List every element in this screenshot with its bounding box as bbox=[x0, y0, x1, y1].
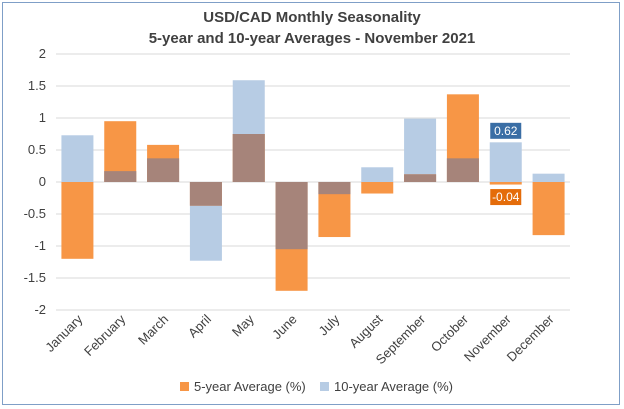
bar-overlap-april bbox=[189, 182, 222, 206]
bar-5yr-august bbox=[361, 182, 394, 194]
bar-overlap-may bbox=[232, 134, 265, 182]
x-tick-label: December bbox=[504, 311, 557, 364]
x-tick-label: July bbox=[316, 311, 343, 338]
x-tick-label: April bbox=[185, 311, 214, 340]
y-tick-label: 1 bbox=[39, 110, 46, 125]
bar-5yr-december bbox=[532, 182, 565, 236]
bar-10yr-august bbox=[361, 167, 394, 182]
data-label: -0.04 bbox=[492, 190, 520, 204]
bar-overlap-october bbox=[446, 158, 479, 182]
y-tick-label: 1.5 bbox=[28, 78, 46, 93]
legend-10yr-label: 10-year Average (%) bbox=[334, 379, 453, 394]
y-tick-label: -1.5 bbox=[24, 270, 46, 285]
chart-subtitle: 5-year and 10-year Averages - November 2… bbox=[149, 30, 476, 47]
x-tick-label: January bbox=[42, 311, 86, 355]
bar-5yr-january bbox=[61, 182, 94, 259]
y-tick-label: 0 bbox=[39, 174, 46, 189]
bar-overlap-june bbox=[275, 182, 308, 250]
legend-10yr-swatch bbox=[320, 382, 329, 391]
bar-overlap-march bbox=[147, 158, 180, 182]
x-tick-label: May bbox=[229, 311, 257, 339]
bar-10yr-january bbox=[61, 135, 94, 182]
bar-overlap-february bbox=[104, 171, 137, 182]
y-tick-label: 2 bbox=[39, 46, 46, 61]
data-label-box bbox=[489, 188, 523, 207]
x-tick-label: October bbox=[428, 311, 472, 355]
legend-5yr-swatch bbox=[180, 382, 189, 391]
y-tick-label: -2 bbox=[34, 302, 46, 317]
bar-10yr-december bbox=[532, 173, 565, 182]
bar-overlap-september bbox=[404, 174, 437, 182]
y-tick-label: -1 bbox=[34, 238, 46, 253]
data-label: 0.62 bbox=[494, 124, 518, 138]
x-tick-label: March bbox=[135, 312, 171, 348]
x-tick-label: June bbox=[269, 312, 300, 343]
bar-overlap-july bbox=[318, 182, 351, 195]
chart-title: USD/CAD Monthly Seasonality bbox=[203, 9, 421, 26]
y-tick-label: 0.5 bbox=[28, 142, 46, 157]
bar-5yr-november bbox=[489, 182, 522, 185]
bar-10yr-september bbox=[404, 118, 437, 182]
x-tick-label: August bbox=[346, 311, 385, 350]
legend-5yr-label: 5-year Average (%) bbox=[194, 379, 306, 394]
y-tick-label: -0.5 bbox=[24, 206, 46, 221]
bar-10yr-november bbox=[489, 142, 522, 182]
x-tick-label: February bbox=[81, 311, 129, 359]
data-label-box bbox=[489, 121, 523, 140]
